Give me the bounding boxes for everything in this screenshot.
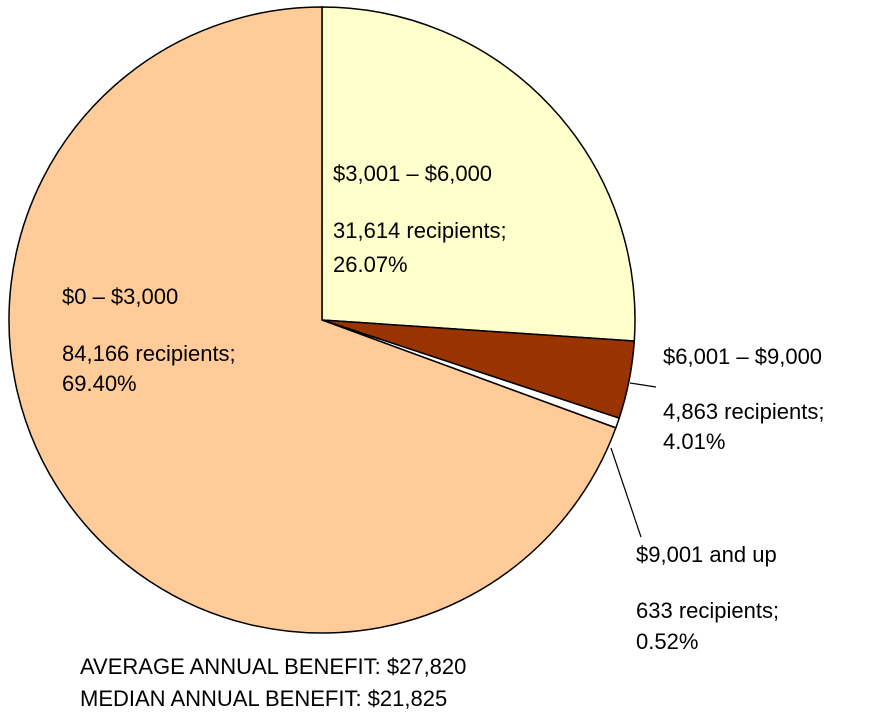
count-label: 633 recipients;	[636, 598, 779, 623]
value-label: 69.40%	[62, 371, 137, 396]
leader-line	[629, 382, 657, 388]
value-label: 26.07%	[333, 252, 408, 277]
pie-slice	[8, 6, 617, 634]
slice-label: $0 – $3,000	[62, 284, 178, 309]
footnote: MEDIAN ANNUAL BENEFIT: $21,825	[80, 686, 447, 711]
footnote: AVERAGE ANNUAL BENEFIT: $27,820	[80, 654, 466, 679]
value-label: 0.52%	[636, 629, 698, 654]
slice-label: $6,001 – $9,000	[663, 344, 822, 369]
leader-line	[610, 447, 642, 538]
count-label: 84,166 recipients;	[62, 341, 236, 366]
slice-label: $9,001 and up	[636, 542, 777, 567]
slice-label: $3,001 – $6,000	[333, 161, 492, 186]
count-label: 31,614 recipients;	[333, 218, 507, 243]
pie-slice	[321, 6, 636, 342]
count-label: 4,863 recipients;	[663, 399, 824, 424]
value-label: 4.01%	[663, 429, 725, 454]
